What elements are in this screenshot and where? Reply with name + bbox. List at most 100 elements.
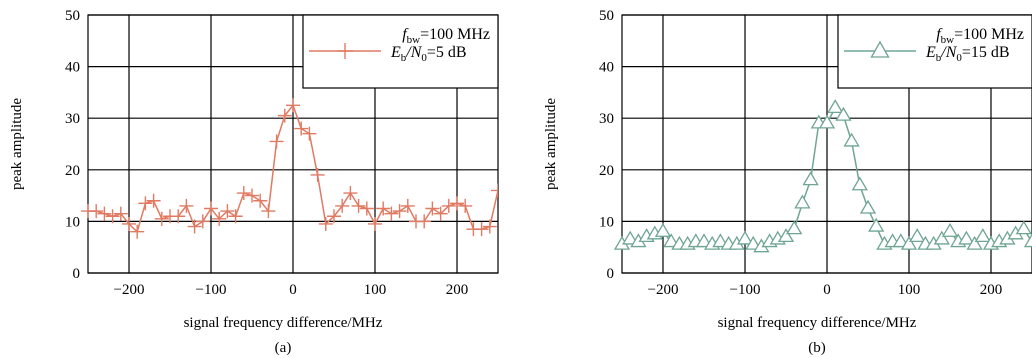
y-tick-label: 0 — [73, 266, 81, 282]
data-point-plus-marker — [245, 188, 259, 203]
data-point-plus-marker — [343, 186, 358, 201]
data-point-triangle-marker — [1023, 233, 1032, 248]
data-point-plus-marker — [376, 201, 391, 216]
data-point-plus-marker — [212, 211, 227, 226]
y-tick-label: 20 — [599, 163, 614, 179]
panel-label: (b) — [808, 340, 826, 356]
x-tick-label: −100 — [196, 282, 227, 298]
data-point-plus-marker — [286, 98, 300, 113]
data-point-plus-marker — [146, 193, 161, 208]
data-point-plus-marker — [277, 108, 292, 123]
data-point-plus-marker — [105, 209, 120, 224]
data-point-plus-marker — [491, 183, 498, 198]
data-point-plus-marker — [179, 198, 194, 213]
x-axis-label: signal frequency difference/MHz — [718, 315, 917, 331]
data-point-plus-marker — [384, 206, 399, 221]
data-point-triangle-marker — [835, 106, 852, 121]
data-point-triangle-marker — [695, 233, 713, 248]
plot-frame — [621, 14, 1032, 274]
data-point-plus-marker — [433, 206, 448, 221]
data-point-plus-marker — [204, 201, 218, 216]
data-point-plus-marker — [89, 204, 104, 219]
legend-bandwidth-text: fbw=100 MHz — [936, 26, 1024, 46]
legend-series-label: Eb/N0=15 dB — [925, 44, 1010, 64]
data-point-plus-marker — [359, 201, 374, 216]
chart-panel-a: 0 10 20 30 40 50 −200 −100 0 100 200 signal frequen… — [9, 8, 499, 356]
x-tick-label: 100 — [898, 282, 921, 298]
data-point-plus-marker — [327, 209, 341, 224]
data-point-triangle-marker — [745, 235, 762, 250]
data-point-triangle-marker — [818, 114, 836, 129]
data-point-triangle-marker — [974, 228, 991, 243]
data-point-triangle-marker — [802, 171, 819, 186]
legend-zero-subscript: 0 — [421, 52, 427, 64]
data-point-triangle-marker — [736, 230, 754, 245]
legend-e-symbol: E — [390, 44, 401, 61]
data-point-triangle-marker — [654, 222, 672, 237]
legend-e-symbol: E — [925, 44, 936, 61]
data-point-triangle-marker — [868, 217, 885, 232]
data-point-plus-marker — [392, 204, 407, 219]
data-point-plus-marker — [351, 198, 366, 213]
y-tick-label: 50 — [599, 8, 614, 24]
data-point-plus-marker — [450, 196, 464, 211]
x-tick-label: −200 — [648, 282, 679, 298]
data-point-triangle-marker — [966, 235, 983, 250]
data-point-triangle-marker — [958, 230, 975, 245]
series-group — [613, 99, 1032, 253]
legend-bandwidth-text: fbw=100 MHz — [402, 26, 490, 46]
x-tick-label: −100 — [730, 282, 761, 298]
data-point-triangle-marker — [892, 233, 909, 248]
series-group — [81, 98, 498, 239]
legend-series-label: Eb/N0=5 dB — [390, 44, 467, 64]
y-tick-label: 50 — [65, 8, 80, 24]
data-point-plus-marker — [335, 198, 350, 213]
data-point-plus-marker — [368, 216, 382, 231]
legend-snr-value: =15 dB — [962, 44, 1010, 61]
data-point-triangle-marker — [843, 132, 860, 147]
legend-bandwidth-value: =100 MHz — [954, 26, 1024, 43]
y-tick-label: 0 — [607, 266, 615, 282]
panel-label: (a) — [275, 340, 292, 356]
legend-bandwidth-value: =100 MHz — [420, 26, 490, 43]
data-point-triangle-marker — [851, 176, 868, 191]
y-tick-label: 40 — [599, 60, 614, 76]
legend-f-symbol: f — [402, 26, 409, 43]
x-tick-label: −200 — [114, 282, 145, 298]
data-point-triangle-marker — [909, 228, 926, 243]
x-tick-label: 0 — [823, 282, 831, 298]
legend-snr-value: =5 dB — [427, 44, 467, 61]
data-point-plus-marker — [253, 193, 268, 208]
data-point-plus-marker — [220, 204, 235, 219]
data-point-triangle-marker — [794, 194, 811, 209]
data-point-plus-marker — [441, 198, 456, 213]
data-point-plus-marker — [113, 206, 128, 221]
data-point-triangle-marker — [1015, 220, 1032, 235]
data-point-plus-marker — [138, 196, 153, 211]
y-tick-label: 30 — [65, 111, 80, 127]
data-point-plus-marker — [458, 198, 473, 213]
data-point-plus-marker — [474, 222, 489, 237]
data-point-plus-marker — [318, 216, 333, 231]
legend-bw-subscript: bw — [941, 34, 955, 46]
data-point-triangle-marker — [827, 99, 844, 114]
data-point-triangle-marker — [900, 235, 918, 250]
y-tick-label: 40 — [65, 60, 80, 76]
legend-n-symbol: /N — [405, 44, 422, 61]
x-tick-label: 100 — [364, 282, 387, 298]
data-point-plus-marker — [310, 167, 325, 182]
data-point-plus-marker — [130, 224, 145, 239]
data-point-triangle-marker — [933, 230, 950, 245]
y-tick-label: 30 — [599, 111, 614, 127]
data-point-plus-marker — [302, 126, 317, 141]
legend-triangle-marker — [870, 40, 890, 58]
x-axis-label: signal frequency difference/MHz — [184, 315, 383, 331]
data-point-plus-marker — [187, 219, 202, 234]
data-point-plus-marker — [425, 201, 440, 216]
data-point-plus-marker — [195, 214, 210, 229]
data-point-triangle-marker — [941, 222, 959, 237]
data-point-plus-marker — [97, 206, 112, 221]
legend-plus-marker — [337, 43, 353, 59]
